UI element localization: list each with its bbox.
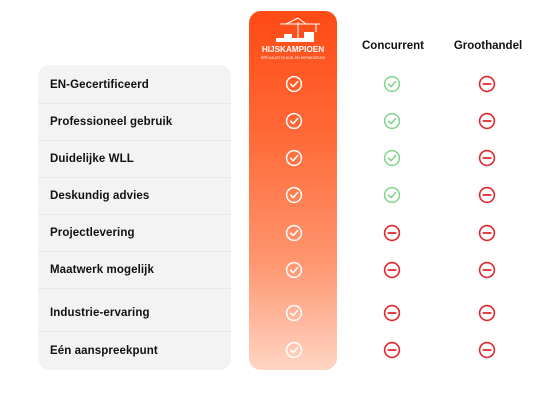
feature-label: Duidelijke WLL [50,153,134,165]
minus-icon [478,304,496,322]
minus-icon [478,112,496,130]
feature-row: Deskundig advies [38,178,231,215]
crane-icon: HIJSKAMPIOEN SPECIALIST IN HIJS- EN HEFM… [261,17,326,60]
minus-icon [478,261,496,279]
feature-row: Industrie-ervaring [38,295,231,332]
feature-row: Professioneel gebruik [38,104,231,141]
check-icon [383,75,401,93]
minus-icon [383,224,401,242]
minus-icon [383,304,401,322]
feature-label: EN-Gecertificeerd [50,79,149,91]
logo-tagline: SPECIALIST IN HIJS- EN HEFMIDDELEN [261,56,326,60]
minus-icon [478,149,496,167]
check-icon [285,304,303,322]
feature-row: EN-Gecertificeerd [38,67,231,104]
minus-icon [383,261,401,279]
minus-icon [478,186,496,204]
feature-row: Maatwerk mogelijk [38,252,231,289]
feature-list: EN-Gecertificeerd Professioneel gebruik … [38,65,231,370]
check-icon [285,149,303,167]
check-icon [383,186,401,204]
col-header-concurrent: Concurrent [362,40,424,52]
minus-icon [383,341,401,359]
check-icon [285,112,303,130]
check-icon [285,186,303,204]
check-icon [285,75,303,93]
minus-icon [478,75,496,93]
feature-label: Projectlevering [50,227,135,239]
col-header-groothandel: Groothandel [453,40,523,52]
feature-row: Duidelijke WLL [38,141,231,178]
minus-icon [478,224,496,242]
check-icon [383,149,401,167]
feature-label: Maatwerk mogelijk [50,264,154,276]
hijskampioen-column [249,11,337,370]
check-icon [285,224,303,242]
hijskampioen-logo: HIJSKAMPIOEN SPECIALIST IN HIJS- EN HEFM… [250,14,336,66]
feature-label: Eén aanspreekpunt [50,344,158,357]
check-icon [285,261,303,279]
logo-text: HIJSKAMPIOEN [262,45,324,54]
feature-label: Professioneel gebruik [50,116,173,128]
check-icon [285,341,303,359]
check-icon [383,112,401,130]
feature-row: Projectlevering [38,215,231,252]
feature-label: Industrie-ervaring [50,307,150,319]
feature-label: Deskundig advies [50,190,150,202]
feature-row: Eén aanspreekpunt [38,332,231,369]
minus-icon [478,341,496,359]
